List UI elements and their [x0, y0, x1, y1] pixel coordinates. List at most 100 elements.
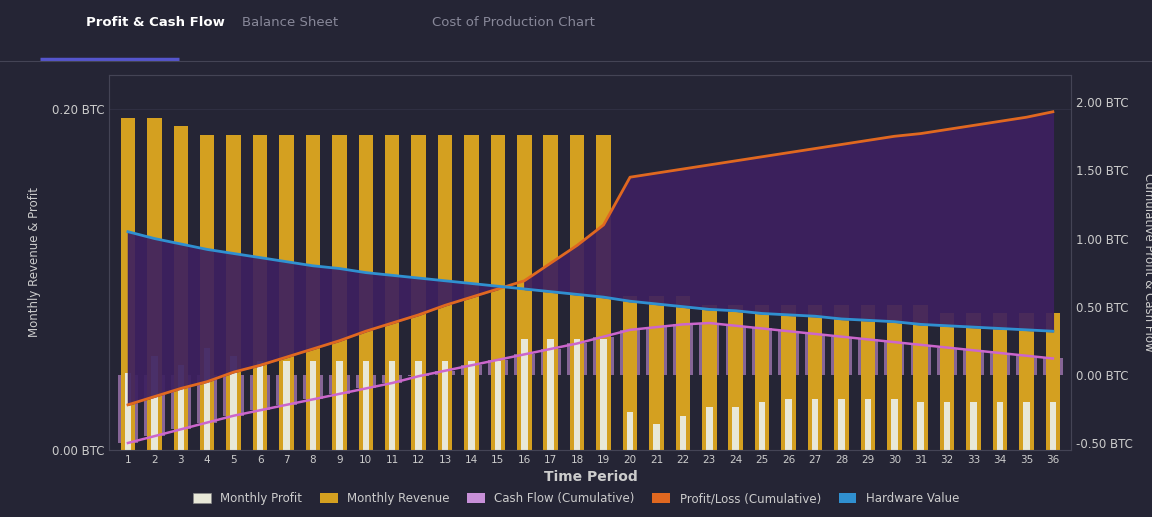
Bar: [336, 361, 342, 450]
Bar: [118, 375, 138, 443]
Bar: [786, 399, 791, 450]
Bar: [839, 399, 844, 450]
Bar: [570, 134, 584, 450]
Bar: [257, 361, 264, 450]
Bar: [197, 375, 218, 422]
Y-axis label: Monthly Revenue & Profit: Monthly Revenue & Profit: [28, 187, 40, 338]
Bar: [653, 424, 660, 450]
Bar: [755, 305, 770, 450]
Bar: [996, 402, 1003, 450]
Bar: [124, 373, 131, 450]
Bar: [865, 399, 871, 450]
Bar: [147, 117, 161, 450]
Bar: [547, 339, 554, 450]
Bar: [884, 342, 904, 375]
Bar: [144, 375, 165, 436]
Bar: [812, 399, 818, 450]
Bar: [706, 407, 713, 450]
Bar: [358, 134, 373, 450]
Bar: [1049, 402, 1056, 450]
Bar: [832, 337, 851, 375]
Bar: [389, 361, 395, 450]
Legend: Monthly Profit, Monthly Revenue, Cash Flow (Cumulative), Profit/Loss (Cumulative: Monthly Profit, Monthly Revenue, Cash Fl…: [187, 486, 965, 511]
Bar: [781, 305, 796, 450]
Bar: [170, 375, 191, 429]
Bar: [441, 361, 448, 450]
Bar: [252, 134, 267, 450]
Bar: [487, 360, 508, 375]
Bar: [540, 349, 561, 375]
Bar: [597, 134, 611, 450]
Bar: [646, 327, 667, 375]
Bar: [363, 361, 369, 450]
Bar: [733, 407, 740, 450]
Bar: [752, 328, 772, 375]
Bar: [283, 361, 290, 450]
Bar: [385, 134, 400, 450]
X-axis label: Time Period: Time Period: [544, 470, 637, 484]
Bar: [356, 375, 376, 388]
Bar: [600, 339, 607, 450]
Bar: [943, 402, 950, 450]
Bar: [276, 375, 297, 405]
Bar: [759, 402, 765, 450]
Bar: [1016, 356, 1037, 375]
Bar: [121, 117, 135, 450]
Bar: [887, 305, 902, 450]
Bar: [805, 334, 825, 375]
Bar: [223, 375, 244, 416]
Bar: [917, 402, 924, 450]
Bar: [726, 326, 745, 375]
Y-axis label: Cumulative Profit & Cash Flow: Cumulative Profit & Cash Flow: [1143, 173, 1152, 352]
Bar: [544, 134, 558, 450]
Bar: [728, 305, 743, 450]
Bar: [1046, 313, 1060, 450]
Bar: [305, 134, 320, 450]
Bar: [409, 375, 429, 376]
Bar: [910, 345, 931, 375]
Bar: [521, 339, 528, 450]
Bar: [200, 134, 214, 450]
Bar: [230, 356, 237, 450]
Bar: [1023, 402, 1030, 450]
Bar: [627, 413, 634, 450]
Bar: [967, 313, 980, 450]
Bar: [250, 375, 271, 410]
Bar: [151, 356, 158, 450]
Bar: [279, 134, 294, 450]
Bar: [620, 330, 641, 375]
Bar: [411, 134, 426, 450]
Bar: [517, 134, 531, 450]
Bar: [673, 324, 694, 375]
Bar: [623, 296, 637, 450]
Bar: [438, 134, 453, 450]
Bar: [970, 402, 977, 450]
Bar: [1020, 313, 1033, 450]
Bar: [990, 353, 1010, 375]
Bar: [861, 305, 876, 450]
Bar: [779, 331, 798, 375]
Bar: [303, 375, 323, 399]
Bar: [567, 343, 588, 375]
Bar: [963, 351, 984, 375]
Bar: [461, 366, 482, 375]
Bar: [491, 134, 506, 450]
Text: Cost of Production Chart: Cost of Production Chart: [432, 16, 594, 29]
Bar: [574, 339, 581, 450]
Bar: [329, 375, 349, 394]
Bar: [464, 134, 479, 450]
Bar: [890, 399, 897, 450]
Bar: [834, 305, 849, 450]
Bar: [940, 313, 954, 450]
Bar: [937, 347, 957, 375]
Bar: [177, 364, 184, 450]
Bar: [808, 305, 823, 450]
Bar: [702, 305, 717, 450]
Bar: [332, 134, 347, 450]
Bar: [680, 416, 687, 450]
Bar: [435, 371, 455, 375]
Bar: [650, 296, 664, 450]
Bar: [416, 361, 422, 450]
Bar: [227, 134, 241, 450]
Bar: [382, 375, 402, 383]
